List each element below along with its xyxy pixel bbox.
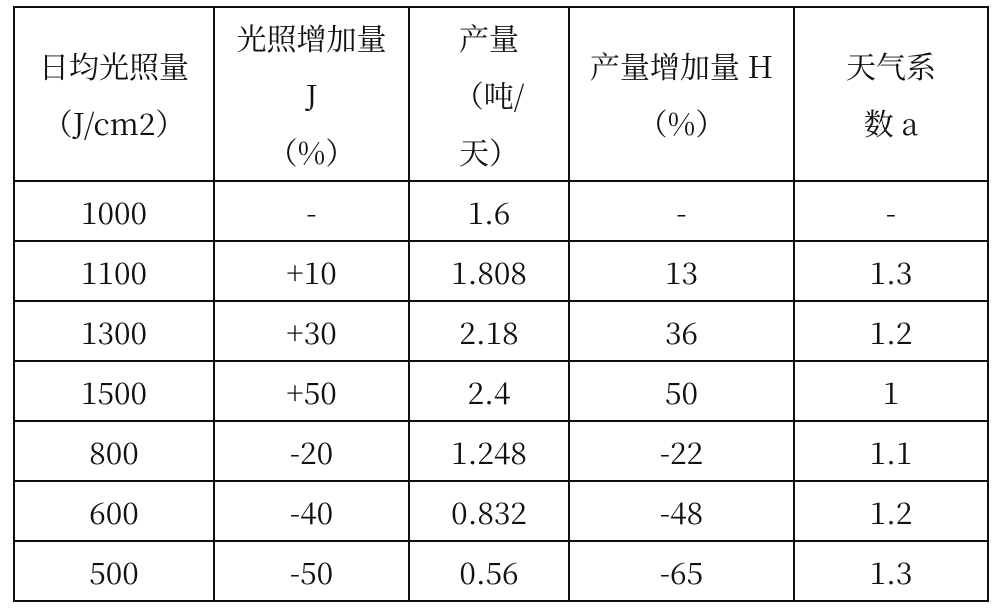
cell: +50 — [214, 361, 409, 421]
cell: 0.56 — [409, 541, 569, 601]
cell: -22 — [569, 421, 794, 481]
col-header-2-line-2: J — [305, 66, 317, 123]
cell: 1500 — [14, 361, 214, 421]
cell: 1.6 — [409, 181, 569, 241]
cell: 500 — [14, 541, 214, 601]
col-header-1-line-1: 日均光照量 — [39, 37, 189, 94]
col-header-2-line-1: 光照增加量 — [237, 9, 387, 66]
cell: 800 — [14, 421, 214, 481]
col-header-5-line-2: 数 a — [864, 94, 918, 151]
table-row: 800 -20 1.248 -22 1.1 — [14, 421, 988, 481]
cell: -40 — [214, 481, 409, 541]
cell: 1100 — [14, 241, 214, 301]
cell: 1 — [794, 361, 988, 421]
table-row: 1000 - 1.6 - - — [14, 181, 988, 241]
cell: 1.808 — [409, 241, 569, 301]
col-header-2: 光照增加量 J （%） — [214, 7, 409, 181]
col-header-5: 天气系 数 a — [794, 7, 988, 181]
cell: 1.2 — [794, 481, 988, 541]
cell: 36 — [569, 301, 794, 361]
cell: -20 — [214, 421, 409, 481]
col-header-1: 日均光照量 （J/cm2） — [14, 7, 214, 181]
cell: 1300 — [14, 301, 214, 361]
cell: 600 — [14, 481, 214, 541]
table-row: 1300 +30 2.18 36 1.2 — [14, 301, 988, 361]
col-header-4-line-2: （%） — [638, 94, 726, 151]
cell: - — [794, 181, 988, 241]
cell: 13 — [569, 241, 794, 301]
cell: 2.4 — [409, 361, 569, 421]
table-row: 600 -40 0.832 -48 1.2 — [14, 481, 988, 541]
cell: 1.3 — [794, 241, 988, 301]
cell: 1.1 — [794, 421, 988, 481]
cell: +30 — [214, 301, 409, 361]
col-header-3-line-1: 产量 — [459, 9, 519, 66]
table-body: 1000 - 1.6 - - 1100 +10 1.808 13 1.3 130… — [14, 181, 988, 601]
cell: - — [569, 181, 794, 241]
col-header-4-line-1: 产量增加量 H — [590, 37, 773, 94]
cell: -65 — [569, 541, 794, 601]
table-row: 500 -50 0.56 -65 1.3 — [14, 541, 988, 601]
cell: 50 — [569, 361, 794, 421]
col-header-1-line-2: （J/cm2） — [43, 94, 186, 151]
col-header-3-line-3: 天） — [459, 123, 519, 180]
data-table: 日均光照量 （J/cm2） 光照增加量 J （%） 产量 （吨/ 天） — [13, 6, 989, 602]
cell: - — [214, 181, 409, 241]
cell: -48 — [569, 481, 794, 541]
cell: 2.18 — [409, 301, 569, 361]
cell: 1000 — [14, 181, 214, 241]
col-header-3-line-2: （吨/ — [454, 66, 525, 123]
cell: 1.2 — [794, 301, 988, 361]
page-root: 日均光照量 （J/cm2） 光照增加量 J （%） 产量 （吨/ 天） — [0, 0, 1000, 613]
table-header-row: 日均光照量 （J/cm2） 光照增加量 J （%） 产量 （吨/ 天） — [14, 7, 988, 181]
cell: 0.832 — [409, 481, 569, 541]
col-header-2-line-3: （%） — [268, 123, 356, 180]
table-row: 1100 +10 1.808 13 1.3 — [14, 241, 988, 301]
cell: -50 — [214, 541, 409, 601]
cell: 1.248 — [409, 421, 569, 481]
col-header-5-line-1: 天气系 — [846, 37, 936, 94]
cell: +10 — [214, 241, 409, 301]
col-header-4: 产量增加量 H （%） — [569, 7, 794, 181]
table-row: 1500 +50 2.4 50 1 — [14, 361, 988, 421]
cell: 1.3 — [794, 541, 988, 601]
col-header-3: 产量 （吨/ 天） — [409, 7, 569, 181]
